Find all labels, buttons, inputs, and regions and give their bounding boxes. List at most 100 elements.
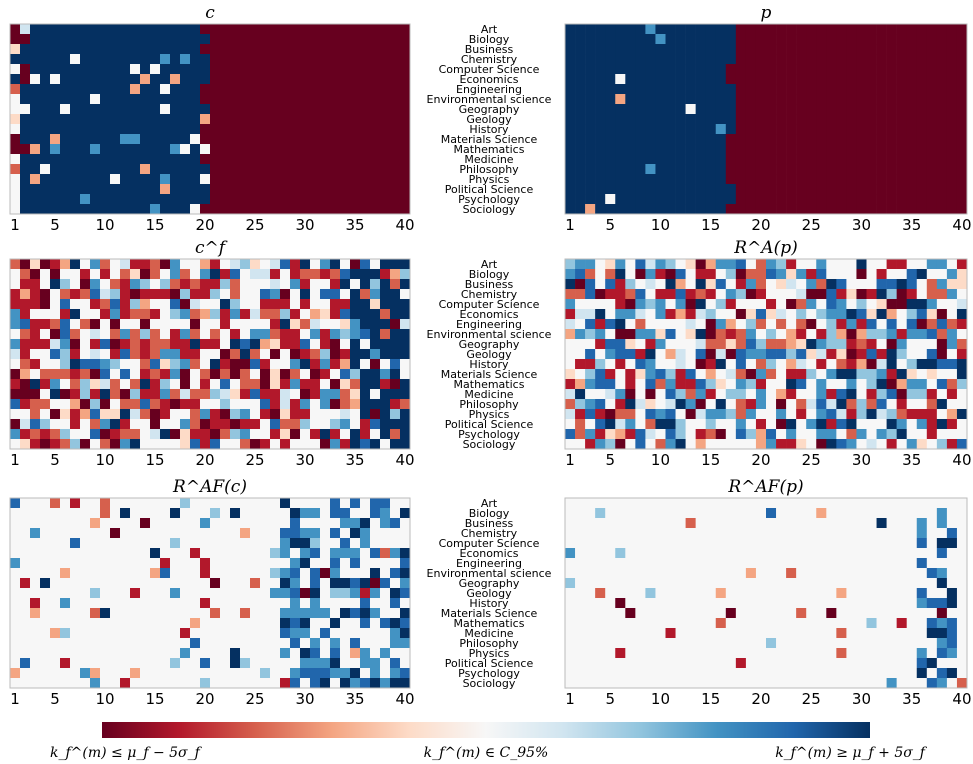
heatmap-cell <box>60 528 71 539</box>
heatmap-cell <box>20 144 31 155</box>
heatmap-cell <box>776 74 787 85</box>
heatmap-cell <box>906 94 918 105</box>
heatmap-cell <box>906 349 918 360</box>
heatmap-cell <box>896 74 907 85</box>
heatmap-cell <box>400 608 411 619</box>
heatmap-cell <box>926 289 938 300</box>
heatmap-cell <box>390 598 401 609</box>
heatmap-cell <box>585 379 596 390</box>
heatmap-cell <box>585 154 596 165</box>
heatmap-cell <box>140 379 151 390</box>
heatmap-cell <box>210 194 221 205</box>
heatmap-cell <box>270 144 281 155</box>
heatmap-cell <box>100 84 111 95</box>
heatmap-cell <box>605 668 616 679</box>
heatmap-cell <box>705 508 717 519</box>
heatmap-cell <box>575 339 586 350</box>
heatmap-cell <box>625 349 636 360</box>
heatmap-cell <box>40 64 51 75</box>
heatmap-cell <box>826 194 837 205</box>
heatmap-cell <box>150 94 161 105</box>
heatmap-cell <box>615 419 626 430</box>
heatmap-cell <box>290 379 301 390</box>
heatmap-cell <box>695 94 706 105</box>
heatmap-cell <box>100 409 111 420</box>
heatmap-cell <box>896 174 907 185</box>
heatmap-cell <box>856 204 867 215</box>
heatmap-cell <box>100 389 111 400</box>
heatmap-cell <box>685 389 696 400</box>
heatmap-cell <box>20 379 31 390</box>
heatmap-cell <box>595 608 606 619</box>
heatmap-cell <box>370 419 381 430</box>
heatmap-cell <box>655 174 666 185</box>
heatmap-cell <box>350 309 361 320</box>
heatmap-cell <box>300 114 311 125</box>
heatmap-cell <box>625 409 636 420</box>
heatmap-cell <box>230 319 241 330</box>
heatmap-cell <box>80 439 91 450</box>
heatmap-cell <box>240 389 251 400</box>
heatmap-cell <box>866 379 877 390</box>
heatmap-cell <box>60 54 71 65</box>
heatmap-cell <box>876 74 887 85</box>
heatmap-cell <box>715 618 727 629</box>
category-label: Philosophy <box>459 637 519 650</box>
heatmap-cell <box>320 54 331 65</box>
heatmap-cell <box>766 658 777 669</box>
panel-frame <box>9 497 411 689</box>
heatmap-cell <box>150 598 161 609</box>
heatmap-cell <box>655 44 666 55</box>
heatmap-cell <box>60 194 71 205</box>
heatmap-cell <box>290 64 301 75</box>
heatmap-cell <box>846 269 857 280</box>
heatmap-cell <box>705 359 717 370</box>
heatmap-cell <box>876 299 887 310</box>
heatmap-cell <box>705 194 717 205</box>
heatmap-cell <box>916 349 928 360</box>
heatmap-cell <box>565 369 576 380</box>
colorbar-mid-label: k_f^(m) ∈ C_95% <box>424 745 549 761</box>
heatmap-cell <box>330 578 341 589</box>
heatmap-cell <box>665 349 676 360</box>
heatmap-cell <box>390 498 401 509</box>
heatmap-cell <box>936 349 948 360</box>
heatmap-cell <box>956 174 968 185</box>
heatmap-cell <box>906 399 918 410</box>
heatmap-cell <box>866 259 877 270</box>
heatmap-cell <box>575 259 586 270</box>
heatmap-cell <box>655 648 666 659</box>
heatmap-cell <box>300 44 311 55</box>
heatmap-cell <box>380 538 391 549</box>
heatmap-cell <box>846 124 857 135</box>
heatmap-cell <box>715 329 727 340</box>
heatmap-cell <box>280 164 291 175</box>
heatmap-cell <box>10 439 21 450</box>
heatmap-cell <box>180 508 191 519</box>
heatmap-cell <box>565 64 576 75</box>
heatmap-cell <box>40 124 51 135</box>
heatmap-cell <box>816 269 827 280</box>
heatmap-cell <box>896 114 907 125</box>
heatmap-cell <box>130 164 141 175</box>
heatmap-cell <box>735 64 747 75</box>
heatmap-cell <box>836 678 847 689</box>
heatmap-cell <box>705 498 717 509</box>
heatmap-cell <box>665 508 676 519</box>
heatmap-cell <box>330 349 341 360</box>
heatmap-cell <box>220 204 231 215</box>
heatmap-cell <box>575 528 586 539</box>
heatmap-cell <box>130 498 141 509</box>
heatmap-cell <box>340 678 351 689</box>
heatmap-cell <box>605 349 616 360</box>
heatmap-cell <box>906 104 918 115</box>
heatmap-cell <box>936 329 948 340</box>
heatmap-cell <box>30 598 41 609</box>
heatmap-cell <box>70 588 81 599</box>
heatmap-cell <box>645 124 656 135</box>
heatmap-cell <box>645 359 656 370</box>
heatmap-cell <box>846 518 857 529</box>
heatmap-cell <box>685 259 696 270</box>
heatmap-cell <box>856 144 867 155</box>
heatmap-cell <box>715 518 727 529</box>
